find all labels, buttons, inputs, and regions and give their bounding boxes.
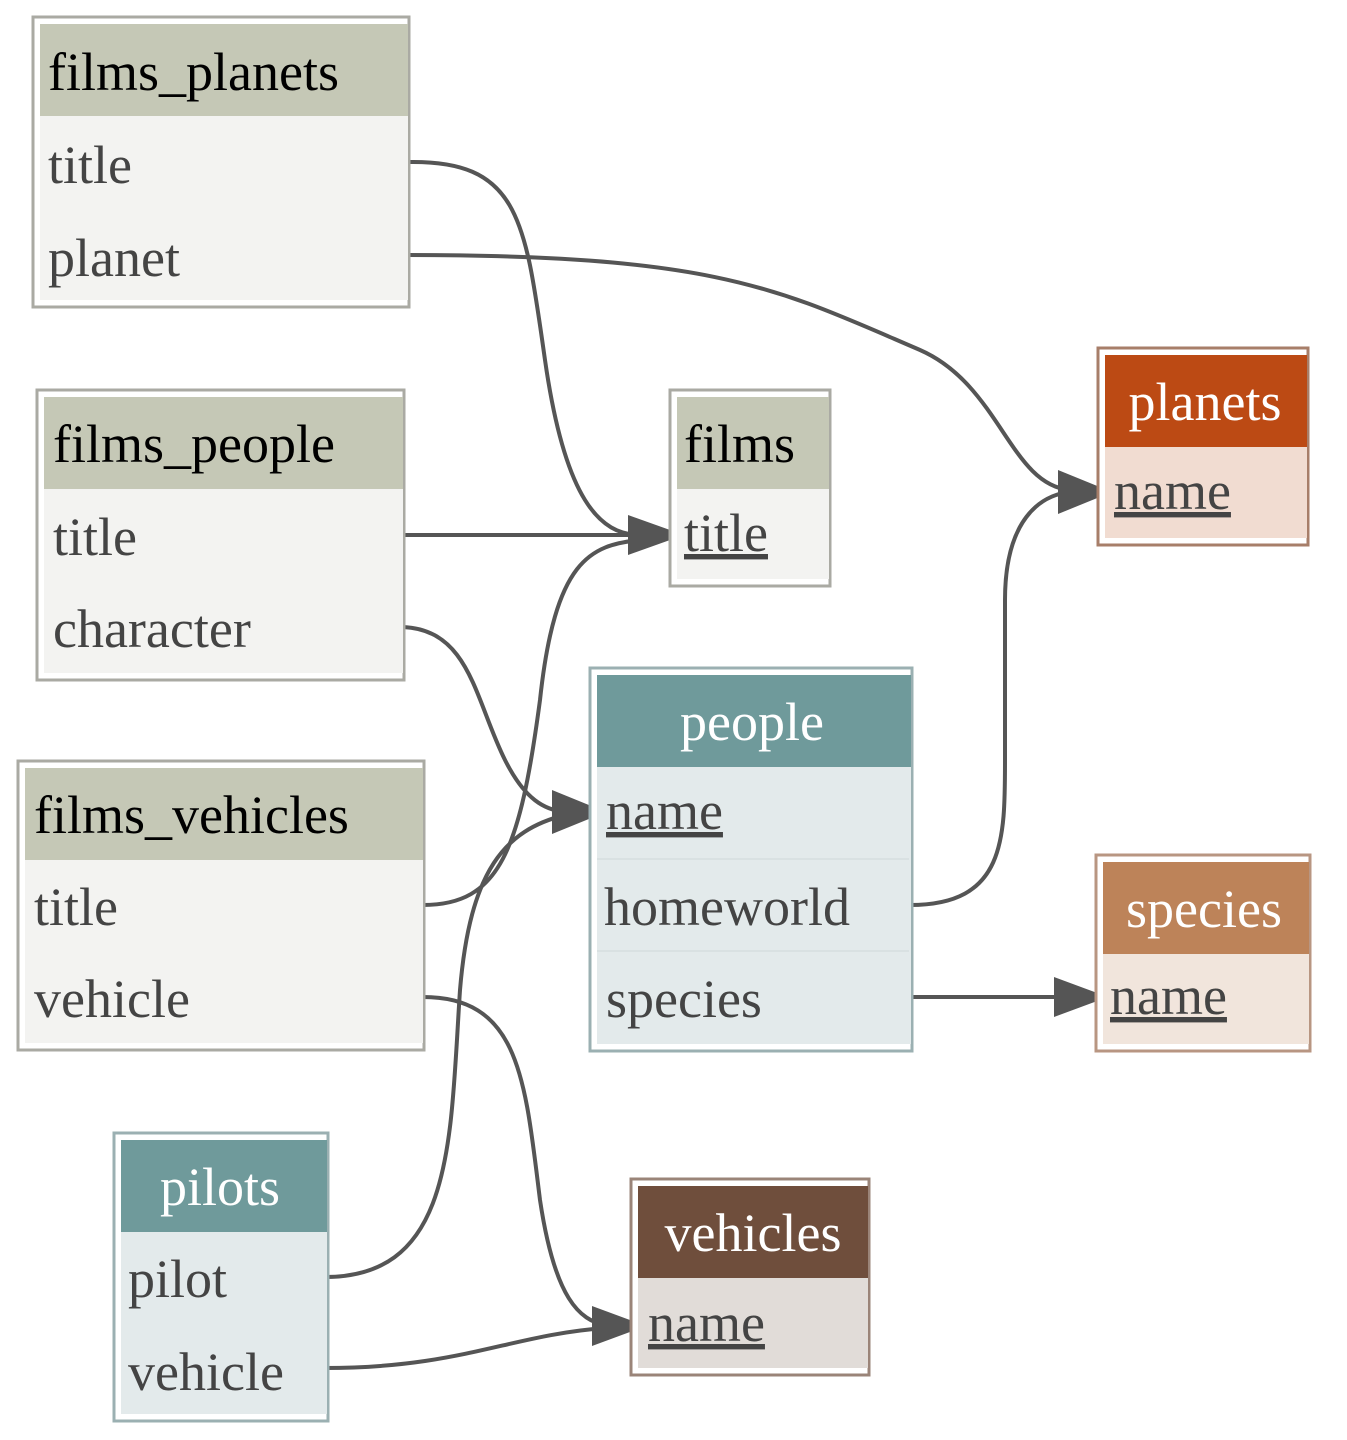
field-homeworld: homeworld (604, 877, 850, 937)
table-title: films_people (53, 414, 335, 474)
arrowhead-vehicles-name (592, 1306, 646, 1346)
field-title-pk: title (684, 503, 768, 563)
table-vehicles[interactable]: vehicles name (629, 1177, 871, 1377)
edge-films-planets-planet-to-planets-name (407, 253, 1071, 492)
table-species[interactable]: species name (1094, 853, 1312, 1053)
table-films-vehicles[interactable]: films_vehicles title vehicle (16, 759, 426, 1052)
table-people[interactable]: people name homeworld species (588, 666, 914, 1053)
table-title: films_planets (48, 42, 339, 102)
field-species: species (606, 969, 762, 1029)
field-title: title (53, 507, 137, 567)
field-planet: planet (48, 228, 180, 288)
table-title: species (1126, 879, 1282, 939)
field-vehicle: vehicle (34, 969, 190, 1029)
table-planets[interactable]: planets name (1096, 346, 1310, 547)
table-title: vehicles (665, 1203, 842, 1263)
field-name-pk: name (606, 781, 723, 841)
field-name-pk: name (1114, 461, 1231, 521)
table-title: pilots (160, 1157, 280, 1217)
edge-films-planets-title-to-films-title (407, 159, 641, 537)
table-title: planets (1129, 372, 1282, 432)
field-pilot: pilot (128, 1249, 227, 1309)
table-title: people (680, 692, 824, 752)
field-title: title (48, 135, 132, 195)
field-character: character (53, 599, 251, 659)
arrowhead-species-name (1054, 977, 1108, 1017)
edge-pilots-vehicle-to-vehicles-name (324, 1326, 606, 1370)
table-films[interactable]: films title (668, 388, 832, 588)
field-title: title (34, 877, 118, 937)
edge-films-people-character-to-people-name (402, 625, 566, 814)
edge-people-homeworld-to-planets-name (909, 490, 1071, 907)
table-title: films (684, 414, 795, 474)
arrowhead-films-title (628, 515, 684, 555)
edge-films-vehicles-vehicle-to-vehicles-name (422, 995, 606, 1327)
table-films-people[interactable]: films_people title character (35, 388, 406, 682)
field-name-pk: name (648, 1293, 765, 1353)
table-pilots[interactable]: pilots pilot vehicle (112, 1131, 330, 1423)
relations (324, 159, 1112, 1370)
table-films-planets[interactable]: films_planets title planet (31, 15, 411, 309)
table-title: films_vehicles (34, 785, 349, 845)
field-vehicle: vehicle (128, 1342, 284, 1402)
arrowhead-planets-name (1058, 470, 1112, 514)
arrowhead-people-name (552, 790, 606, 834)
edge-pilots-pilot-to-people-name (324, 813, 566, 1279)
field-name-pk: name (1110, 966, 1227, 1026)
